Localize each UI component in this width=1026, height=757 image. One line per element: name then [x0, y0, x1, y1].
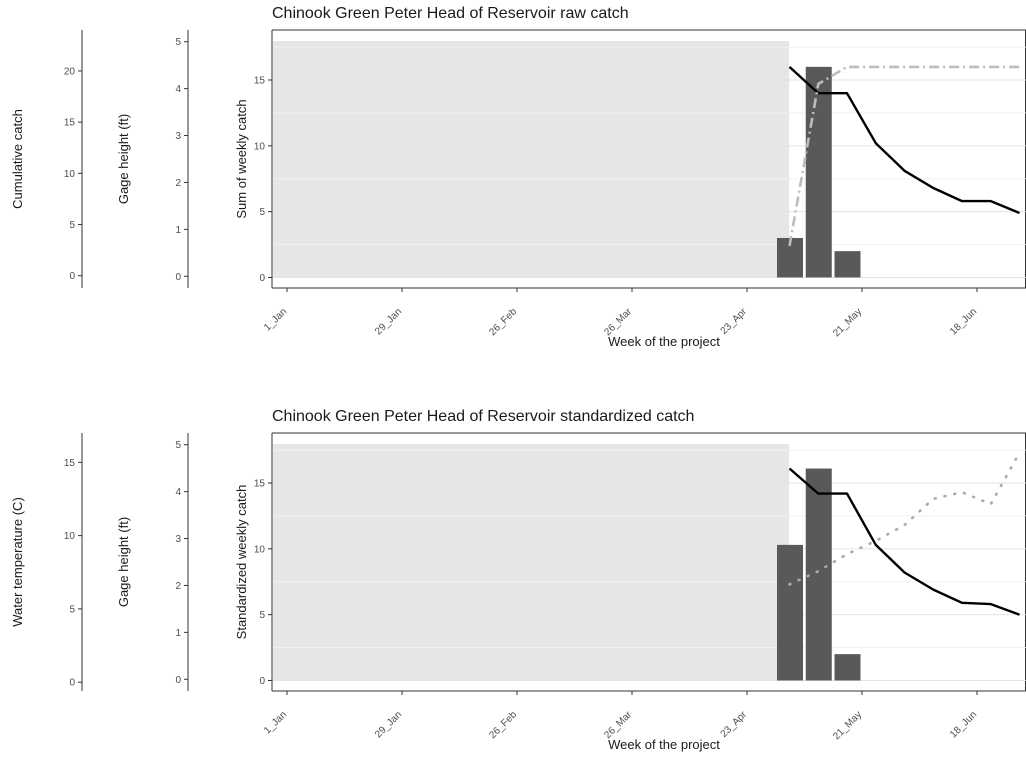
secondary-tick-label: 5 [69, 220, 75, 231]
x-tick-label: 18_Jun [948, 709, 979, 740]
x-tick-label: 23_Apr [719, 306, 750, 337]
catch-bar [834, 654, 861, 681]
catch-bar [805, 66, 832, 278]
secondary-tick-label: 10 [64, 531, 76, 542]
secondary-tick-label: 5 [69, 604, 75, 615]
secondary-tick-label: 4 [175, 84, 181, 95]
y-axis-title: Standardized weekly catch [234, 485, 249, 640]
secondary-tick-label: 3 [175, 131, 181, 142]
x-axis-title: Week of the project [608, 334, 720, 349]
gage-height-line [788, 66, 1020, 215]
catch-bar [834, 251, 861, 278]
secondary-tick-label: 15 [64, 118, 76, 129]
y-tick-label: 5 [259, 207, 265, 218]
x-tick-label: 29_Jan [373, 709, 404, 740]
secondary-tick-label: 5 [175, 37, 181, 48]
x-tick-label: 23_Apr [719, 709, 750, 740]
x-tick-label: 26_Feb [487, 306, 519, 338]
x-tick-label: 1_Jan [262, 709, 289, 736]
secondary-tick-label: 20 [64, 66, 76, 77]
secondary-tick-label: 0 [175, 675, 181, 686]
secondary-tick-label: 0 [175, 272, 181, 283]
cumulative-catch-line [788, 65, 1020, 247]
catch-bar [777, 544, 803, 681]
gage-height-line [788, 467, 1020, 616]
y-tick-label: 5 [259, 610, 265, 621]
y-tick-label: 0 [259, 273, 265, 284]
secondary-tick-label: 3 [175, 534, 181, 545]
secondary-tick-label: 10 [64, 169, 76, 180]
secondary-tick-label: 1 [175, 628, 181, 639]
water-temperature-line [788, 451, 1021, 586]
secondary-tick-label: 4 [175, 487, 181, 498]
secondary-tick-label: 0 [69, 678, 75, 689]
secondary-axis-title: Gage height (ft) [116, 517, 131, 607]
secondary-tick-label: 2 [175, 178, 181, 189]
shaded-region [273, 41, 790, 278]
x-tick-label: 21_May [831, 306, 864, 339]
x-tick-label: 29_Jan [373, 306, 404, 337]
x-tick-label: 1_Jan [262, 306, 289, 333]
x-axis-title: Week of the project [608, 737, 720, 752]
raw-catch-panel: Chinook Green Peter Head of Reservoir ra… [10, 5, 1026, 349]
shaded-region [273, 444, 790, 681]
secondary-tick-label: 2 [175, 581, 181, 592]
y-axis-title: Sum of weekly catch [234, 99, 249, 218]
secondary-axis-title: Water temperature (C) [10, 497, 25, 627]
chart-title: Chinook Green Peter Head of Reservoir ra… [272, 5, 629, 22]
secondary-tick-label: 1 [175, 225, 181, 236]
secondary-tick-label: 0 [69, 271, 75, 282]
x-tick-label: 21_May [831, 709, 864, 742]
secondary-tick-label: 15 [64, 458, 76, 469]
catch-bar [805, 468, 832, 681]
secondary-axis-title: Gage height (ft) [116, 114, 131, 204]
y-tick-label: 15 [254, 76, 266, 87]
x-tick-label: 26_Feb [487, 709, 519, 741]
x-tick-label: 18_Jun [948, 306, 979, 337]
y-tick-label: 10 [254, 141, 266, 152]
y-tick-label: 0 [259, 676, 265, 687]
y-tick-label: 15 [254, 479, 266, 490]
secondary-tick-label: 5 [175, 440, 181, 451]
y-tick-label: 10 [254, 544, 266, 555]
chart-title: Chinook Green Peter Head of Reservoir st… [272, 408, 694, 425]
secondary-axis-title: Cumulative catch [10, 109, 25, 209]
standardized-catch-panel: Chinook Green Peter Head of Reservoir st… [10, 408, 1026, 752]
